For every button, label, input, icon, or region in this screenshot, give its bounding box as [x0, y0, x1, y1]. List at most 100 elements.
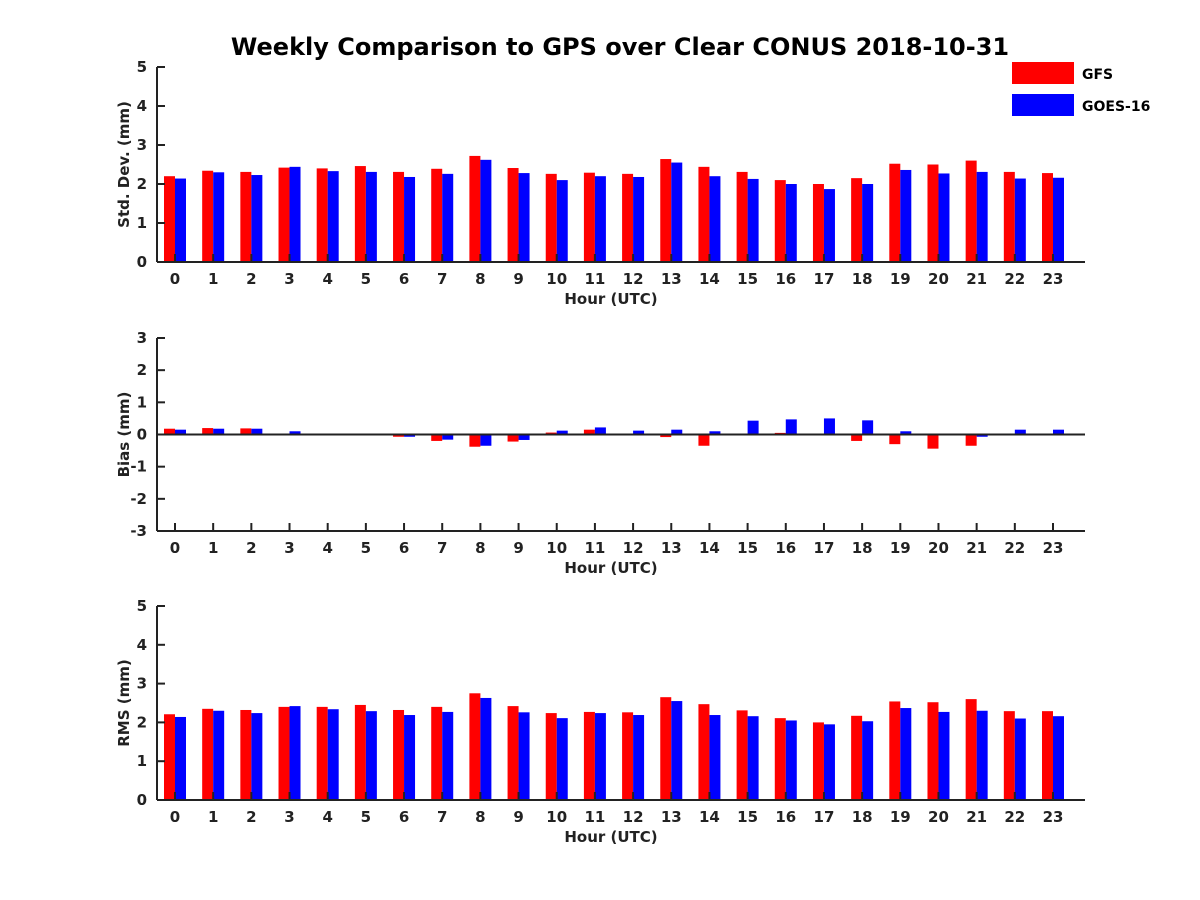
std-dev-bar-gfs-4: [316, 168, 328, 262]
bias-x-tick-label: 8: [475, 539, 485, 557]
rms-y-axis-label: RMS (mm): [115, 659, 133, 746]
rms-bar-gfs-22: [1003, 711, 1015, 800]
bias-bar-goes-16-9: [518, 434, 530, 440]
rms-bar-gfs-10: [545, 713, 557, 800]
rms-bar-goes-16-19: [900, 708, 912, 800]
legend-swatch-gfs: [1012, 62, 1074, 84]
rms-bar-goes-16-12: [633, 715, 645, 800]
rms-bar-goes-16-3: [289, 706, 301, 800]
bias-x-tick-label: 0: [170, 539, 180, 557]
rms-bar-goes-16-2: [251, 713, 263, 800]
rms-x-tick-label: 17: [814, 808, 835, 826]
std-dev-bar-goes-16-18: [862, 184, 874, 262]
rms-y-tick-label: 2: [137, 713, 147, 731]
std-dev-bar-goes-16-15: [747, 178, 759, 262]
bias-bar-gfs-8: [469, 434, 481, 447]
std-dev-bar-goes-16-11: [594, 176, 606, 262]
rms-bar-gfs-15: [736, 710, 748, 800]
rms-y-tick-label: 1: [137, 752, 147, 770]
rms-x-tick-label: 16: [775, 808, 796, 826]
std-dev-bar-goes-16-6: [404, 176, 416, 262]
std-dev-bar-gfs-22: [1003, 171, 1015, 262]
std-dev-y-axis-label: Std. Dev. (mm): [115, 101, 133, 228]
legend: GFS GOES-16: [1012, 62, 1150, 116]
rms-y-tick-label: 4: [137, 636, 147, 654]
bias-x-tick-label: 20: [928, 539, 949, 557]
std-dev-bar-gfs-6: [393, 171, 405, 262]
std-dev-bar-gfs-23: [1042, 173, 1053, 262]
std-dev-bar-gfs-15: [736, 171, 748, 262]
rms-bar-gfs-1: [202, 708, 214, 800]
rms-bar-goes-16-16: [785, 720, 797, 800]
bias-bar-gfs-20: [927, 434, 939, 449]
bias-bar-gfs-9: [507, 434, 519, 442]
bias-x-tick-label: 6: [399, 539, 409, 557]
bias-x-tick-label: 10: [546, 539, 567, 557]
bias-bar-goes-16-15: [747, 420, 759, 435]
std-dev-bar-goes-16-20: [938, 173, 950, 262]
rms-x-axis-label: Hour (UTC): [564, 828, 657, 846]
rms-bar-goes-16-1: [213, 710, 225, 800]
rms-x-tick-label: 14: [699, 808, 720, 826]
std-dev-x-tick-label: 16: [775, 270, 796, 288]
rms-bar-goes-16-22: [1014, 718, 1026, 800]
std-dev-bar-goes-16-7: [442, 173, 454, 262]
bias-bar-goes-16-1: [213, 428, 225, 435]
bias-y-tick-label: 0: [137, 426, 147, 444]
bias-bar-gfs-21: [965, 434, 977, 446]
rms-bar-goes-16-9: [518, 712, 530, 800]
std-dev-x-tick-label: 20: [928, 270, 949, 288]
std-dev-x-tick-label: 5: [361, 270, 371, 288]
bias-y-tick-label: 1: [137, 393, 147, 411]
rms-bar-goes-16-5: [365, 711, 377, 800]
bias-bar-gfs-0: [164, 428, 175, 435]
bias-x-tick-label: 15: [737, 539, 758, 557]
std-dev-x-tick-label: 4: [322, 270, 332, 288]
bias-bar-goes-16-17: [823, 418, 835, 435]
std-dev-y-tick-label: 1: [137, 214, 147, 232]
rms-x-tick-label: 20: [928, 808, 949, 826]
std-dev-bar-gfs-20: [927, 164, 939, 262]
bias-bar-goes-16-8: [480, 434, 492, 446]
bias-x-tick-label: 1: [208, 539, 218, 557]
rms-x-tick-label: 22: [1004, 808, 1025, 826]
rms-bar-gfs-0: [164, 714, 175, 800]
std-dev-bar-gfs-13: [660, 159, 672, 262]
std-dev-bar-goes-16-22: [1014, 178, 1026, 262]
std-dev-bar-gfs-14: [698, 166, 710, 262]
std-dev-x-tick-label: 17: [814, 270, 835, 288]
bias-bar-goes-16-21: [976, 434, 988, 437]
rms-x-tick-label: 7: [437, 808, 447, 826]
std-dev-x-tick-label: 1: [208, 270, 218, 288]
std-dev-bar-gfs-3: [278, 167, 290, 262]
std-dev-bar-gfs-10: [545, 173, 557, 262]
rms-bar-gfs-6: [393, 709, 405, 800]
rms-x-tick-label: 18: [852, 808, 873, 826]
rms-x-tick-label: 21: [966, 808, 987, 826]
rms-bar-goes-16-10: [556, 718, 568, 800]
bias-x-tick-label: 2: [246, 539, 256, 557]
rms-x-tick-label: 5: [361, 808, 371, 826]
rms-x-tick-label: 15: [737, 808, 758, 826]
bias-x-tick-label: 19: [890, 539, 911, 557]
bias-bar-gfs-11: [583, 429, 595, 435]
rms-x-tick-label: 4: [322, 808, 332, 826]
rms-x-tick-label: 10: [546, 808, 567, 826]
rms-bar-gfs-18: [851, 715, 863, 800]
rms-bar-goes-16-8: [480, 697, 492, 800]
bias-bar-gfs-13: [660, 434, 672, 438]
bias-x-tick-label: 16: [775, 539, 796, 557]
rms-bar-gfs-16: [774, 718, 786, 800]
legend-swatch-goes16: [1012, 94, 1074, 116]
bias-bar-goes-16-14: [709, 431, 721, 435]
std-dev-bar-gfs-21: [965, 160, 977, 262]
bias-bar-goes-16-22: [1014, 429, 1026, 435]
bias-bar-gfs-18: [851, 434, 863, 441]
rms-bar-goes-16-4: [327, 709, 339, 800]
rms-x-tick-label: 3: [284, 808, 294, 826]
rms-bar-gfs-23: [1042, 711, 1053, 800]
bias-x-tick-label: 23: [1043, 539, 1064, 557]
std-dev-x-tick-label: 13: [661, 270, 682, 288]
